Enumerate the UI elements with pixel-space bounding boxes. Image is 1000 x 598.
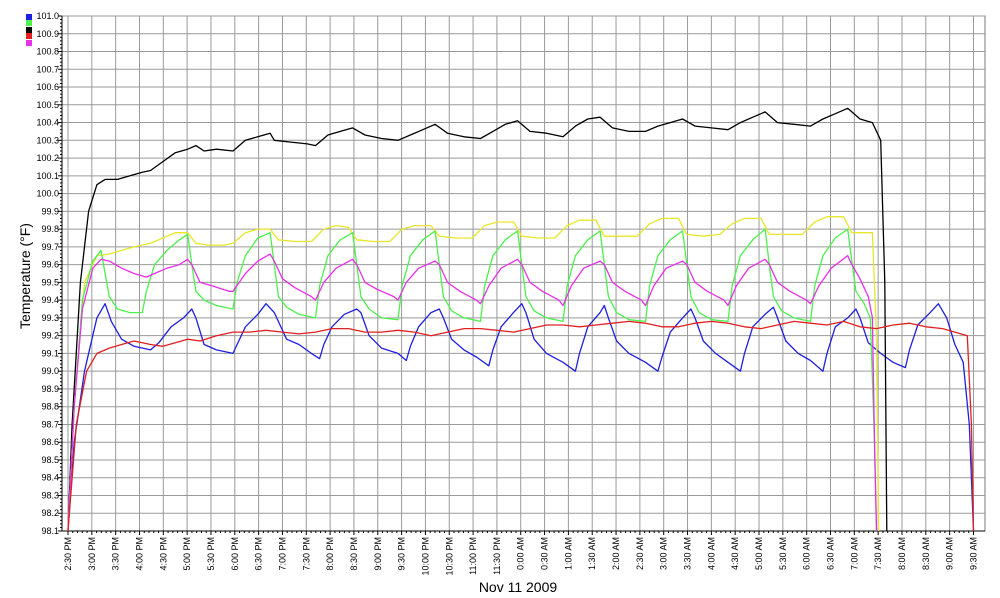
y-tick-label: 99.6 [41,260,59,270]
legend-swatch [26,27,32,33]
x-tick-label: 7:30 AM [873,537,883,570]
x-tick-label: 6:00 AM [802,537,812,570]
y-tick-label: 100.5 [36,100,59,110]
legend-swatch [26,14,32,20]
y-tick-label: 99.5 [41,277,59,287]
x-tick-label: 1:00 AM [563,537,573,570]
y-tick-label: 99.3 [41,313,59,323]
y-tick-label: 98.2 [41,508,59,518]
y-tick-label: 100.4 [36,118,59,128]
series-line [67,107,888,532]
x-tick-label: 9:30 PM [397,537,407,571]
y-tick-label: 98.3 [41,490,59,500]
series-line [67,303,975,532]
legend-swatch [26,20,32,26]
y-tick-label: 100.8 [36,47,59,57]
x-tick-label: 6:00 PM [230,537,240,571]
legend [26,14,32,46]
x-tick-label: 10:00 PM [420,537,430,576]
y-tick-label: 100.7 [36,64,59,74]
y-axis-title: Temperature (°F) [17,223,33,329]
y-tick-label: 99.1 [41,348,59,358]
x-tick-label: 3:00 AM [659,537,669,570]
y-tick-label: 100.3 [36,135,59,145]
x-tick-label: 7:00 AM [849,537,859,570]
x-tick-label: 5:00 PM [182,537,192,571]
y-tick-label: 98.4 [41,473,59,483]
x-tick-label: 2:30 PM [63,537,73,571]
y-tick-label: 100.0 [36,189,59,199]
y-tick-label: 98.1 [41,526,59,536]
x-tick-label: 8:00 PM [325,537,335,571]
y-axis: 101.0 100.9 100.8 100.7 100.6 100.5 100.4 100.3… [36,11,63,536]
x-tick-label: 6:30 AM [826,537,836,570]
grid [61,15,986,532]
x-tick-label: 8:30 AM [921,537,931,570]
y-tick-label: 99.9 [41,206,59,216]
y-tick-label: 99.7 [41,242,59,252]
y-tick-label: 99.0 [41,366,59,376]
x-tick-label: 8:30 PM [349,537,359,571]
x-tick-label: 4:30 PM [158,537,168,571]
x-tick-label: 5:00 AM [754,537,764,570]
x-tick-label: 1:30 AM [587,537,597,570]
x-tick-label: 5:30 PM [206,537,216,571]
x-tick-label: 0:30 AM [540,537,550,570]
x-tick-label: 4:30 AM [730,537,740,570]
x-tick-label: 4:00 PM [134,537,144,571]
x-tick-label: 11:00 PM [468,537,478,575]
x-tick-label: 4:00 AM [706,537,716,570]
y-tick-label: 100.1 [36,171,59,181]
y-tick-label: 99.2 [41,331,59,341]
legend-swatch [26,40,32,46]
x-tick-label: 8:00 AM [897,537,907,570]
y-tick-label: 100.9 [36,29,59,39]
y-tick-label: 98.9 [41,384,59,394]
y-tick-label: 98.7 [41,419,59,429]
x-axis-title: Nov 11 2009 [479,579,558,595]
series-line [67,216,880,532]
x-axis: 2:30 PM 3:00 PM 3:30 PM 4:00 PM 4:30 PM 5:00 … [62,530,985,576]
y-tick-label: 98.8 [41,402,59,412]
series-line [67,320,975,532]
series-group [67,107,975,532]
legend-swatch [26,33,32,39]
y-tick-label: 101.0 [36,11,59,21]
x-tick-label: 9:00 AM [945,537,955,570]
x-tick-label: 3:30 PM [111,537,121,571]
x-tick-label: 6:30 PM [254,537,264,571]
y-tick-label: 99.4 [41,295,59,305]
x-tick-label: 7:00 PM [277,537,287,571]
series-line [67,253,878,532]
y-tick-label: 99.8 [41,224,59,234]
x-tick-label: 7:30 PM [301,537,311,571]
x-tick-label: 2:00 AM [611,537,621,570]
x-tick-label: 3:30 AM [683,537,693,570]
x-tick-label: 3:00 PM [87,537,97,571]
y-tick-label: 98.5 [41,455,59,465]
y-tick-label: 100.6 [36,82,59,92]
x-tick-label: 2:30 AM [635,537,645,570]
x-tick-label: 5:30 AM [778,537,788,570]
x-tick-label: 11:30 PM [492,537,502,575]
series-line [67,228,878,532]
x-tick-label: 0:00 AM [516,537,526,570]
y-tick-label: 100.2 [36,153,59,163]
x-tick-label: 9:30 AM [968,537,978,570]
x-tick-label: 9:00 PM [373,537,383,571]
y-tick-label: 98.6 [41,437,59,447]
x-tick-label: 10:30 PM [444,537,454,576]
